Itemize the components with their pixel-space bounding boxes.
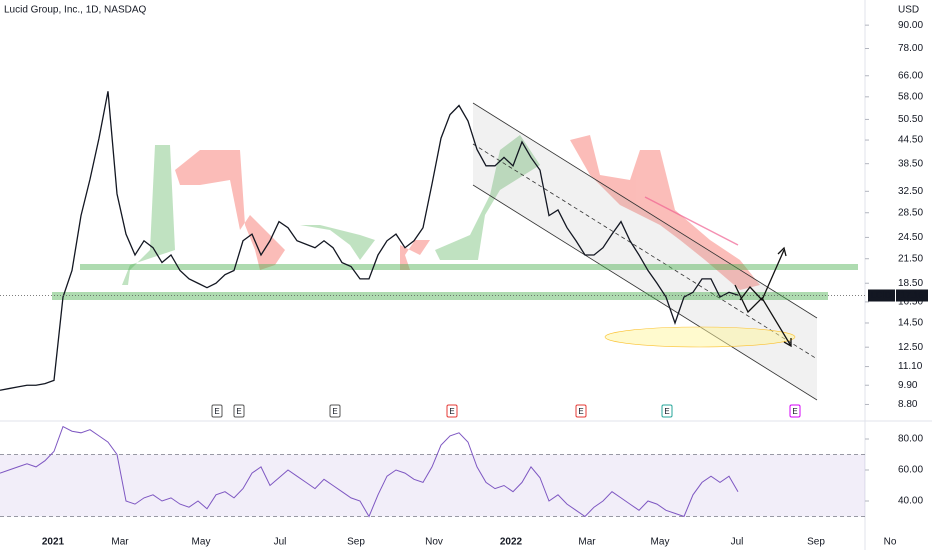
x-tick-label: Nov (425, 537, 443, 548)
cloud-green (300, 225, 375, 260)
currency: USD (898, 5, 919, 16)
y-tick-label: 18.50 (898, 278, 923, 289)
price-line (0, 91, 739, 391)
ichimoku-cloud (122, 135, 760, 290)
symbol-label: LCID (871, 290, 892, 300)
price-label: 17.16 (901, 290, 924, 300)
arrow-up (739, 249, 785, 302)
earnings-marker (446, 404, 458, 418)
earnings-marker (661, 404, 673, 418)
rsi-line (0, 425, 739, 518)
y-tick-label: 9.90 (898, 380, 918, 391)
y-tick-label: 66.00 (898, 70, 923, 81)
y-tick-label: 90.00 (898, 20, 923, 31)
x-tick-label: No (884, 537, 897, 548)
y-tick-label: 40.00 (898, 496, 923, 507)
earnings-label: E (214, 407, 219, 416)
y-tick-label: 44.50 (898, 135, 923, 146)
earnings-label: E (236, 407, 241, 416)
y-tick-label: 32.50 (898, 186, 923, 197)
x-tick-label: Jul (274, 537, 287, 548)
x-tick-label: Mar (578, 537, 596, 548)
x-tick-label: May (192, 537, 211, 548)
earnings-label: E (792, 407, 797, 416)
arrow-head (783, 338, 792, 348)
arrow-head (777, 246, 787, 257)
earnings-label: E (449, 407, 454, 416)
y-tick-label: 60.00 (898, 465, 923, 476)
channel-lower (472, 184, 818, 401)
earnings-marker (211, 404, 223, 418)
x-tick-label: 2022 (500, 537, 523, 548)
channel-mid (472, 143, 818, 360)
cloud-green (435, 135, 540, 260)
support-zone (80, 264, 858, 270)
y-tick-label: 38.50 (898, 158, 923, 169)
y-tick-label: 78.00 (898, 43, 923, 54)
earnings-marker (789, 404, 801, 418)
x-tick-label: Mar (111, 537, 129, 548)
rsi-band (0, 454, 865, 517)
y-tick-label: 21.50 (898, 253, 923, 264)
y-tick-label: 8.80 (898, 399, 918, 410)
y-tick-label: 24.50 (898, 232, 923, 243)
y-tick-label: 14.50 (898, 318, 923, 329)
channel-upper (472, 102, 818, 319)
trend-line (644, 196, 739, 246)
support-zone (52, 292, 828, 300)
symbol-tag (868, 289, 895, 302)
highlight-ellipse (604, 326, 796, 348)
x-tick-label: May (651, 537, 670, 548)
cloud-green (122, 145, 175, 285)
earnings-label: E (578, 407, 583, 416)
y-tick-label: 11.10 (898, 361, 923, 372)
earnings-marker (329, 404, 341, 418)
x-tick-label: 2021 (42, 537, 65, 548)
x-tick-label: Sep (807, 537, 825, 548)
earnings-label: E (664, 407, 669, 416)
earnings-marker (575, 404, 587, 418)
arrow-down (734, 284, 792, 347)
y-tick-label: 28.50 (898, 207, 923, 218)
cloud-red (175, 150, 285, 270)
channel-fill (473, 103, 817, 400)
cloud-red (570, 135, 760, 290)
earnings-marker (233, 404, 245, 418)
earnings-label: E (332, 407, 337, 416)
y-tick-label: 12.50 (898, 342, 923, 353)
y-tick-label: 16.50 (898, 297, 923, 308)
y-tick-label: 58.00 (898, 91, 923, 102)
x-tick-label: Jul (731, 537, 744, 548)
cloud-red (400, 240, 430, 270)
y-tick-label: 50.50 (898, 114, 923, 125)
chart-title: Lucid Group, Inc., 1D, NASDAQ (4, 5, 147, 16)
price-tag (896, 289, 928, 302)
y-tick-label: 80.00 (898, 434, 923, 445)
x-tick-label: Sep (347, 537, 365, 548)
